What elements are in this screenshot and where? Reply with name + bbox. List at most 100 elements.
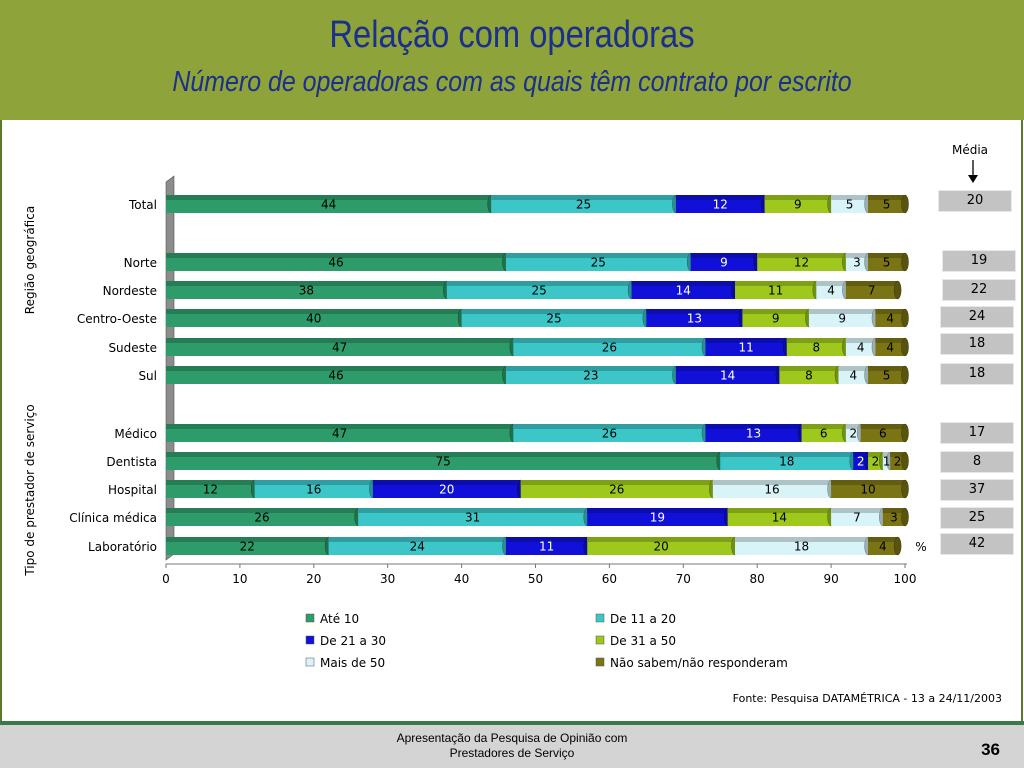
bar-cap: [893, 536, 902, 556]
bar-shade-top: [631, 281, 736, 286]
data-label: 25: [546, 312, 561, 326]
bar-shade-top: [513, 338, 706, 343]
data-label: 16: [306, 483, 321, 497]
bar-shade-top: [831, 195, 869, 200]
data-label: 12: [203, 483, 218, 497]
bar-shade-top: [831, 508, 883, 513]
data-label: 47: [332, 341, 347, 355]
bar-shade-top: [868, 452, 883, 457]
bar-shade-top: [868, 253, 905, 258]
legend-label: De 31 a 50: [610, 634, 676, 648]
data-label: 26: [602, 341, 617, 355]
bar-shade-top: [446, 281, 632, 286]
data-label: 4: [886, 341, 894, 355]
bar-segment: [875, 308, 909, 328]
down-arrow-icon: [968, 160, 978, 183]
media-box-medico: 17: [940, 422, 1014, 444]
data-label: 44: [321, 198, 336, 212]
data-label: 6: [820, 427, 828, 441]
x-tick-label: 20: [306, 572, 321, 586]
bar-shade-top: [757, 253, 846, 258]
x-tick-label: 90: [823, 572, 838, 586]
legend-swatch: [305, 635, 315, 645]
unit-label: %: [915, 540, 926, 554]
bar-shade-top: [875, 309, 905, 314]
data-label: 14: [772, 511, 787, 525]
data-label: 24: [410, 540, 425, 554]
bar-shade-top: [742, 309, 809, 314]
footer-line-2: Prestadores de Serviço: [449, 746, 575, 760]
category-label: Nordeste: [103, 284, 157, 298]
bar-shade-top: [735, 281, 817, 286]
bar-shade-top: [764, 195, 832, 200]
category-label: Norte: [124, 256, 157, 270]
footer-caption: Apresentação da Pesquisa de Opinião com …: [300, 731, 724, 761]
data-label: 40: [306, 312, 321, 326]
data-label: 26: [254, 511, 269, 525]
data-label: 9: [720, 256, 728, 270]
data-label: 11: [539, 540, 554, 554]
bar-shade-top: [166, 309, 462, 314]
data-label: 5: [883, 369, 891, 383]
bar-shade-top: [166, 480, 255, 485]
bar-cap: [901, 308, 909, 328]
bar-shade-top: [675, 366, 780, 371]
bar-shade-top: [705, 424, 802, 429]
media-box-clinica: 25: [940, 507, 1014, 529]
bar-segment: [875, 337, 909, 357]
data-label: 47: [332, 427, 347, 441]
data-label: 8: [812, 341, 820, 355]
data-label: 25: [591, 256, 606, 270]
data-label: 18: [779, 455, 794, 469]
bar-shade-top: [254, 480, 373, 485]
x-tick-label: 30: [380, 572, 395, 586]
x-tick-label: 10: [232, 572, 247, 586]
data-label: 2: [849, 427, 857, 441]
legend-label: Até 10: [320, 612, 359, 626]
data-label: 75: [435, 455, 450, 469]
media-box-nordeste: 22: [942, 279, 1016, 301]
bar-shade-top: [166, 452, 721, 457]
data-label: 22: [240, 540, 255, 554]
category-label: Total: [128, 198, 157, 212]
bar-segment: [845, 280, 902, 300]
data-label: 13: [687, 312, 702, 326]
bar-shade-top: [853, 452, 869, 457]
bar-shade-top: [845, 424, 861, 429]
bar-shade-top: [166, 281, 447, 286]
data-label: 31: [465, 511, 480, 525]
bar-shade-top: [779, 366, 839, 371]
bar-shade-top: [882, 508, 905, 513]
bar-shade-top: [505, 253, 691, 258]
bar-shade-top: [372, 480, 521, 485]
data-label: 2: [857, 455, 865, 469]
bar-cap: [893, 280, 902, 300]
bar-shade-top: [513, 424, 706, 429]
bar-segment: [882, 507, 909, 527]
legend-label: Mais de 50: [320, 656, 385, 670]
media-box-sul: 18: [940, 363, 1014, 385]
data-label: 3: [890, 511, 898, 525]
data-label: 25: [576, 198, 591, 212]
data-label: 16: [764, 483, 779, 497]
bar-cap: [901, 451, 909, 471]
x-tick-label: 50: [528, 572, 543, 586]
bar-shade-top: [875, 338, 905, 343]
data-label: 5: [883, 198, 891, 212]
bar-shade-top: [491, 195, 676, 200]
bar-shade-top: [860, 424, 905, 429]
data-label: 19: [650, 511, 665, 525]
footer-bar: [0, 725, 1024, 768]
data-label: 5: [883, 256, 891, 270]
bar-shade-top: [705, 338, 787, 343]
bar-shade-top: [845, 281, 898, 286]
footer-divider: [0, 721, 1024, 725]
data-label: 38: [299, 284, 314, 298]
bar-shade-top: [890, 452, 905, 457]
category-label: Laboratório: [88, 540, 157, 554]
bar-shade-top: [838, 366, 869, 371]
data-label: 14: [720, 369, 735, 383]
data-label: 1: [883, 455, 891, 469]
x-tick-label: 0: [162, 572, 170, 586]
bar-shade-top: [166, 537, 329, 542]
